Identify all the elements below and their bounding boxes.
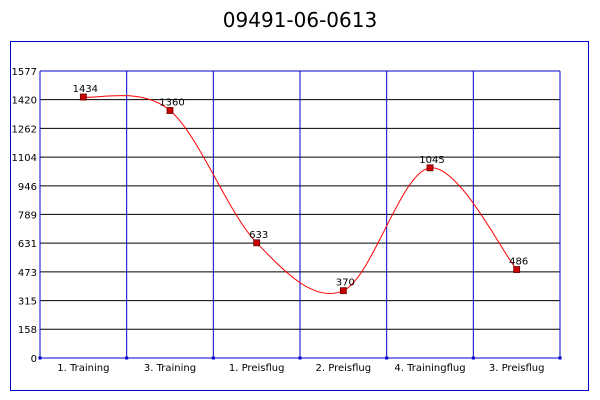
x-axis-tick-mark bbox=[211, 356, 215, 360]
x-tick-label: 2. Preisflug bbox=[316, 363, 372, 374]
chart-frame bbox=[10, 41, 589, 391]
y-tick-label: 631 bbox=[18, 239, 37, 250]
y-axis-ticks: 0 158 315 473 631 789 946 1104 1262 1420 1577 bbox=[12, 67, 37, 365]
data-label: 486 bbox=[509, 257, 528, 268]
x-tick-label: 3. Preisflug bbox=[489, 363, 545, 374]
data-label: 633 bbox=[249, 230, 268, 241]
x-axis-tick-mark bbox=[125, 356, 129, 360]
x-axis-tick-mark bbox=[38, 356, 42, 360]
y-tick-label: 0 bbox=[31, 354, 37, 365]
y-tick-label: 1420 bbox=[12, 96, 37, 107]
y-tick-label: 158 bbox=[18, 325, 37, 336]
x-axis-tick-mark bbox=[385, 356, 389, 360]
x-tick-label: 1. Training bbox=[57, 363, 109, 374]
y-tick-label: 946 bbox=[18, 182, 37, 193]
data-label: 1434 bbox=[73, 84, 98, 95]
y-tick-label: 1262 bbox=[12, 124, 37, 135]
x-axis-tick-mark bbox=[471, 356, 475, 360]
x-axis-ticks: 1. Training 3. Training 1. Preisflug 2. Pre… bbox=[57, 363, 544, 374]
y-tick-label: 789 bbox=[18, 210, 37, 221]
x-axis-tick-mark bbox=[298, 356, 302, 360]
data-point bbox=[426, 164, 434, 172]
y-tick-label: 1577 bbox=[12, 67, 37, 78]
y-tick-label: 315 bbox=[18, 297, 37, 308]
grid bbox=[38, 70, 562, 360]
chart-title: 09491-06-0613 bbox=[222, 8, 378, 32]
data-points bbox=[79, 93, 521, 295]
x-tick-label: 1. Preisflug bbox=[229, 363, 285, 374]
data-label: 1045 bbox=[419, 155, 444, 166]
x-axis-tick-mark bbox=[558, 356, 562, 360]
data-point bbox=[166, 107, 174, 114]
x-tick-label: 4. Trainingflug bbox=[394, 363, 465, 374]
x-tick-label: 3. Training bbox=[144, 363, 196, 374]
data-labels: 1434 1360 633 370 1045 486 bbox=[73, 84, 529, 289]
data-label: 370 bbox=[336, 278, 355, 289]
data-label: 1360 bbox=[159, 97, 184, 108]
y-tick-label: 473 bbox=[18, 268, 37, 279]
data-point bbox=[79, 93, 87, 101]
data-point bbox=[339, 287, 347, 295]
y-tick-label: 1104 bbox=[12, 153, 37, 164]
data-point bbox=[253, 239, 261, 247]
data-point bbox=[513, 266, 521, 273]
